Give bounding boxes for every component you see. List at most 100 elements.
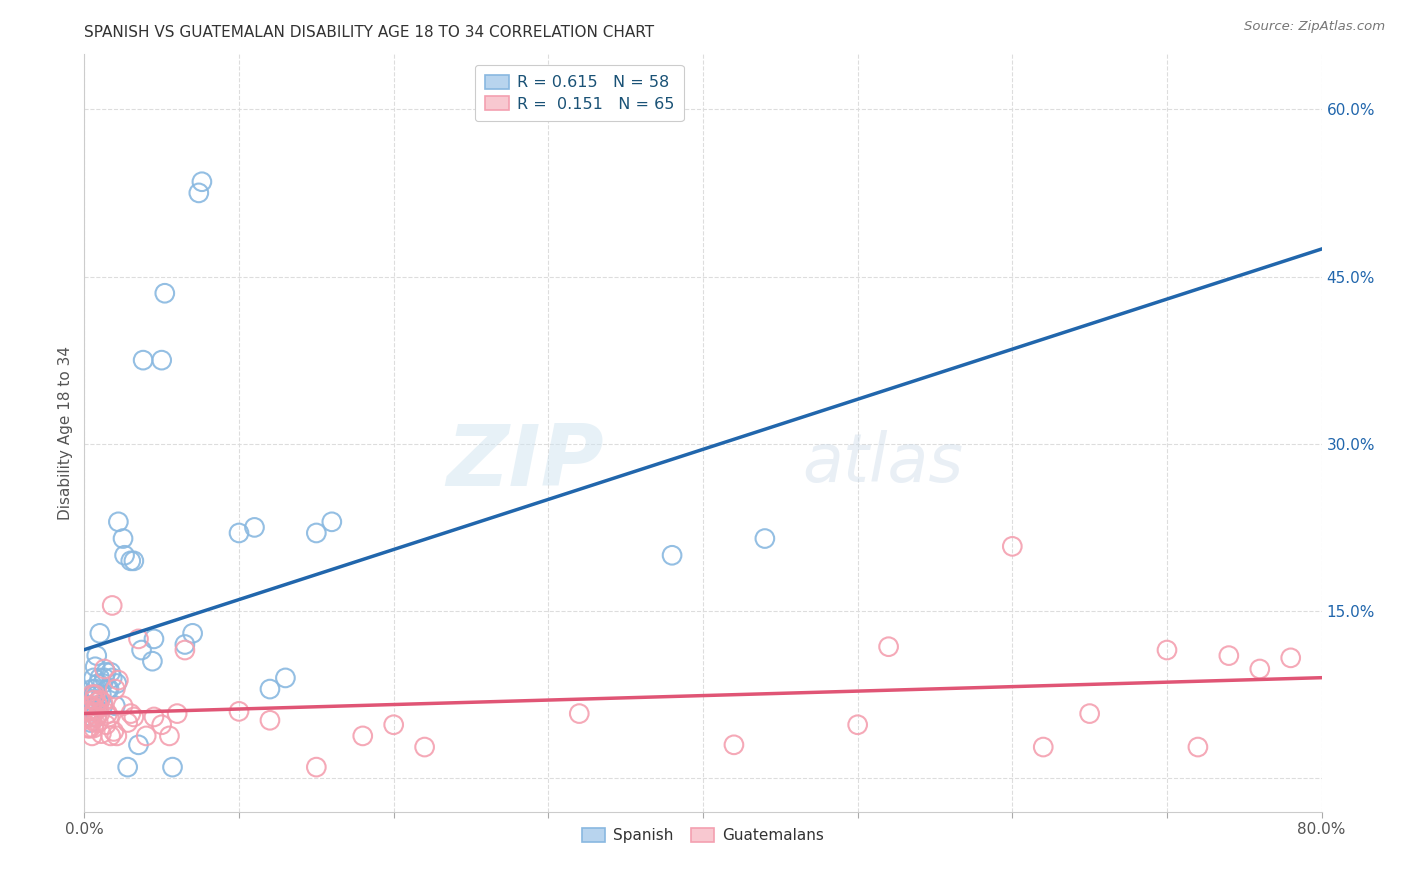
- Point: [105, 729, 128, 743]
- Point: [117, 760, 139, 774]
- Point: [187, 186, 209, 200]
- Point: [150, 353, 173, 368]
- Point: [723, 738, 745, 752]
- Point: [84, 715, 107, 730]
- Point: [181, 626, 204, 640]
- Point: [877, 640, 900, 654]
- Point: [117, 715, 139, 730]
- Point: [1187, 740, 1209, 755]
- Point: [89, 706, 111, 721]
- Point: [79, 698, 101, 713]
- Point: [127, 632, 149, 646]
- Point: [89, 693, 111, 707]
- Point: [79, 710, 101, 724]
- Point: [83, 705, 105, 719]
- Point: [1279, 651, 1302, 665]
- Point: [89, 671, 111, 685]
- Point: [93, 671, 115, 685]
- Point: [413, 740, 436, 755]
- Point: [76, 721, 98, 735]
- Point: [91, 696, 114, 710]
- Point: [86, 710, 108, 724]
- Point: [159, 729, 180, 743]
- Point: [143, 710, 166, 724]
- Point: [82, 710, 104, 724]
- Point: [191, 175, 214, 189]
- Point: [86, 648, 108, 663]
- Point: [1078, 706, 1101, 721]
- Point: [321, 515, 343, 529]
- Point: [120, 706, 142, 721]
- Point: [75, 710, 97, 724]
- Point: [661, 548, 683, 563]
- Text: Source: ZipAtlas.com: Source: ZipAtlas.com: [1244, 20, 1385, 33]
- Point: [89, 693, 111, 707]
- Point: [352, 729, 374, 743]
- Point: [305, 760, 328, 774]
- Point: [120, 554, 142, 568]
- Text: ZIP: ZIP: [446, 421, 605, 505]
- Point: [112, 698, 135, 713]
- Point: [82, 714, 104, 728]
- Y-axis label: Disability Age 18 to 34: Disability Age 18 to 34: [58, 345, 73, 520]
- Point: [98, 682, 121, 697]
- Point: [91, 698, 114, 713]
- Point: [84, 688, 107, 702]
- Point: [135, 729, 157, 743]
- Point: [131, 643, 153, 657]
- Point: [103, 724, 125, 739]
- Point: [114, 548, 136, 563]
- Point: [754, 532, 776, 546]
- Point: [1001, 540, 1024, 554]
- Point: [150, 717, 173, 731]
- Point: [107, 515, 129, 529]
- Point: [174, 638, 197, 652]
- Point: [91, 676, 114, 690]
- Point: [228, 526, 250, 541]
- Point: [87, 698, 110, 713]
- Point: [105, 676, 128, 690]
- Point: [79, 698, 101, 713]
- Point: [107, 673, 129, 688]
- Point: [166, 706, 188, 721]
- Point: [101, 599, 124, 613]
- Point: [243, 520, 266, 534]
- Point: [153, 286, 176, 301]
- Point: [83, 688, 105, 702]
- Point: [83, 671, 105, 685]
- Point: [77, 705, 100, 719]
- Point: [77, 721, 100, 735]
- Point: [382, 717, 405, 731]
- Point: [568, 706, 591, 721]
- Point: [259, 714, 281, 728]
- Point: [143, 632, 166, 646]
- Point: [86, 688, 108, 702]
- Point: [83, 721, 105, 735]
- Point: [122, 554, 145, 568]
- Point: [94, 665, 117, 680]
- Point: [93, 662, 115, 676]
- Point: [90, 726, 112, 740]
- Point: [86, 710, 108, 724]
- Point: [305, 526, 328, 541]
- Point: [228, 705, 250, 719]
- Point: [846, 717, 869, 731]
- Point: [86, 696, 108, 710]
- Point: [162, 760, 184, 774]
- Point: [79, 721, 101, 735]
- Point: [87, 676, 110, 690]
- Point: [87, 715, 110, 730]
- Point: [82, 682, 104, 697]
- Legend: Spanish, Guatemalans: Spanish, Guatemalans: [576, 822, 830, 849]
- Point: [82, 729, 104, 743]
- Point: [100, 665, 122, 680]
- Point: [79, 715, 101, 730]
- Point: [87, 698, 110, 713]
- Point: [127, 738, 149, 752]
- Point: [1218, 648, 1240, 663]
- Point: [274, 671, 297, 685]
- Point: [259, 682, 281, 697]
- Point: [84, 702, 107, 716]
- Point: [76, 705, 98, 719]
- Point: [84, 698, 107, 713]
